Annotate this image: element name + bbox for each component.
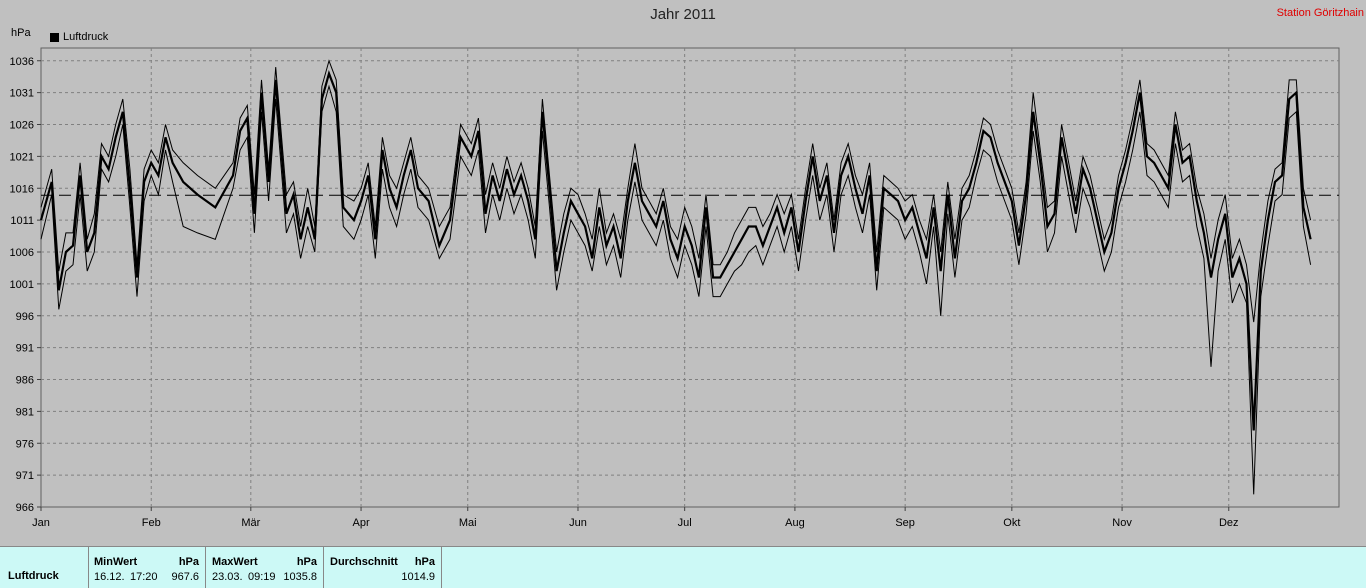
y-tick-label: 1036 — [10, 56, 34, 68]
y-tick-label: 1031 — [10, 88, 34, 100]
max-date: 23.03. — [212, 571, 243, 583]
y-tick-label: 991 — [16, 343, 34, 355]
min-date: 16.12. — [94, 571, 125, 583]
min-unit: hPa — [178, 556, 199, 568]
min-header: MinWert — [94, 556, 138, 568]
y-tick-label: 1001 — [10, 279, 34, 291]
max-time: 09:19 — [248, 571, 276, 583]
y-tick-label: 971 — [16, 470, 34, 482]
plot-frame — [40, 47, 1340, 508]
y-tick-label: 1006 — [10, 247, 34, 259]
x-tick-label: Mai — [459, 517, 477, 529]
x-tick-label: Apr — [352, 517, 369, 529]
max-header: MaxWert — [212, 556, 258, 568]
y-tick-label: 976 — [16, 438, 34, 450]
y-axis-unit: hPa — [11, 27, 31, 39]
y-tick-label: 1016 — [10, 183, 34, 195]
y-tick-label: 1021 — [10, 151, 34, 163]
y-tick-label: 1011 — [10, 215, 34, 227]
legend-label: Luftdruck — [63, 31, 109, 43]
stats-series-name: Luftdruck — [8, 570, 59, 582]
y-tick-label: 986 — [16, 375, 34, 387]
legend-swatch — [50, 32, 59, 42]
avg-unit: hPa — [414, 556, 435, 568]
series-line-max — [40, 59, 1312, 323]
min-time: 17:20 — [130, 571, 158, 583]
x-tick-label: Feb — [142, 517, 161, 529]
x-tick-label: Jun — [569, 517, 587, 529]
min-value: 967.6 — [171, 571, 199, 583]
stats-series-cell: Luftdruck — [0, 547, 89, 588]
stats-avg-cell: Durchschnitt hPa 1014.9 — [324, 547, 442, 588]
max-unit: hPa — [296, 556, 317, 568]
x-tick-label: Okt — [1003, 517, 1020, 529]
x-tick-label: Jan — [32, 517, 50, 529]
x-tick-label: Aug — [785, 517, 805, 529]
x-tick-label: Dez — [1219, 517, 1239, 529]
y-tick-label: 996 — [16, 311, 34, 323]
max-value: 1035.8 — [283, 571, 317, 583]
y-tick-label: 966 — [16, 502, 34, 514]
x-tick-label: Mär — [241, 517, 260, 529]
legend: Luftdruck — [50, 31, 108, 43]
series-line-min — [40, 84, 1312, 495]
x-tick-label: Nov — [1112, 517, 1132, 529]
station-name: Station Göritzhain — [1276, 7, 1364, 19]
y-tick-label: 981 — [16, 406, 34, 418]
y-tick-label: 1026 — [10, 120, 34, 132]
stats-panel: Luftdruck MinWert hPa 16.12. 17:20 967.6… — [0, 546, 1366, 588]
avg-header: Durchschnitt — [330, 556, 398, 568]
stats-min-cell: MinWert hPa 16.12. 17:20 967.6 — [88, 547, 206, 588]
stats-max-cell: MaxWert hPa 23.03. 09:19 1035.8 — [206, 547, 324, 588]
chart-canvas: 966 971 976 981 986 991 996 1001 1006 1011 1016 102… — [10, 47, 1340, 529]
x-tick-label: Jul — [678, 517, 692, 529]
avg-value: 1014.9 — [401, 571, 435, 583]
chart-title: Jahr 2011 — [650, 6, 716, 23]
x-tick-label: Sep — [895, 517, 915, 529]
series-line-mean — [39, 69, 1312, 431]
